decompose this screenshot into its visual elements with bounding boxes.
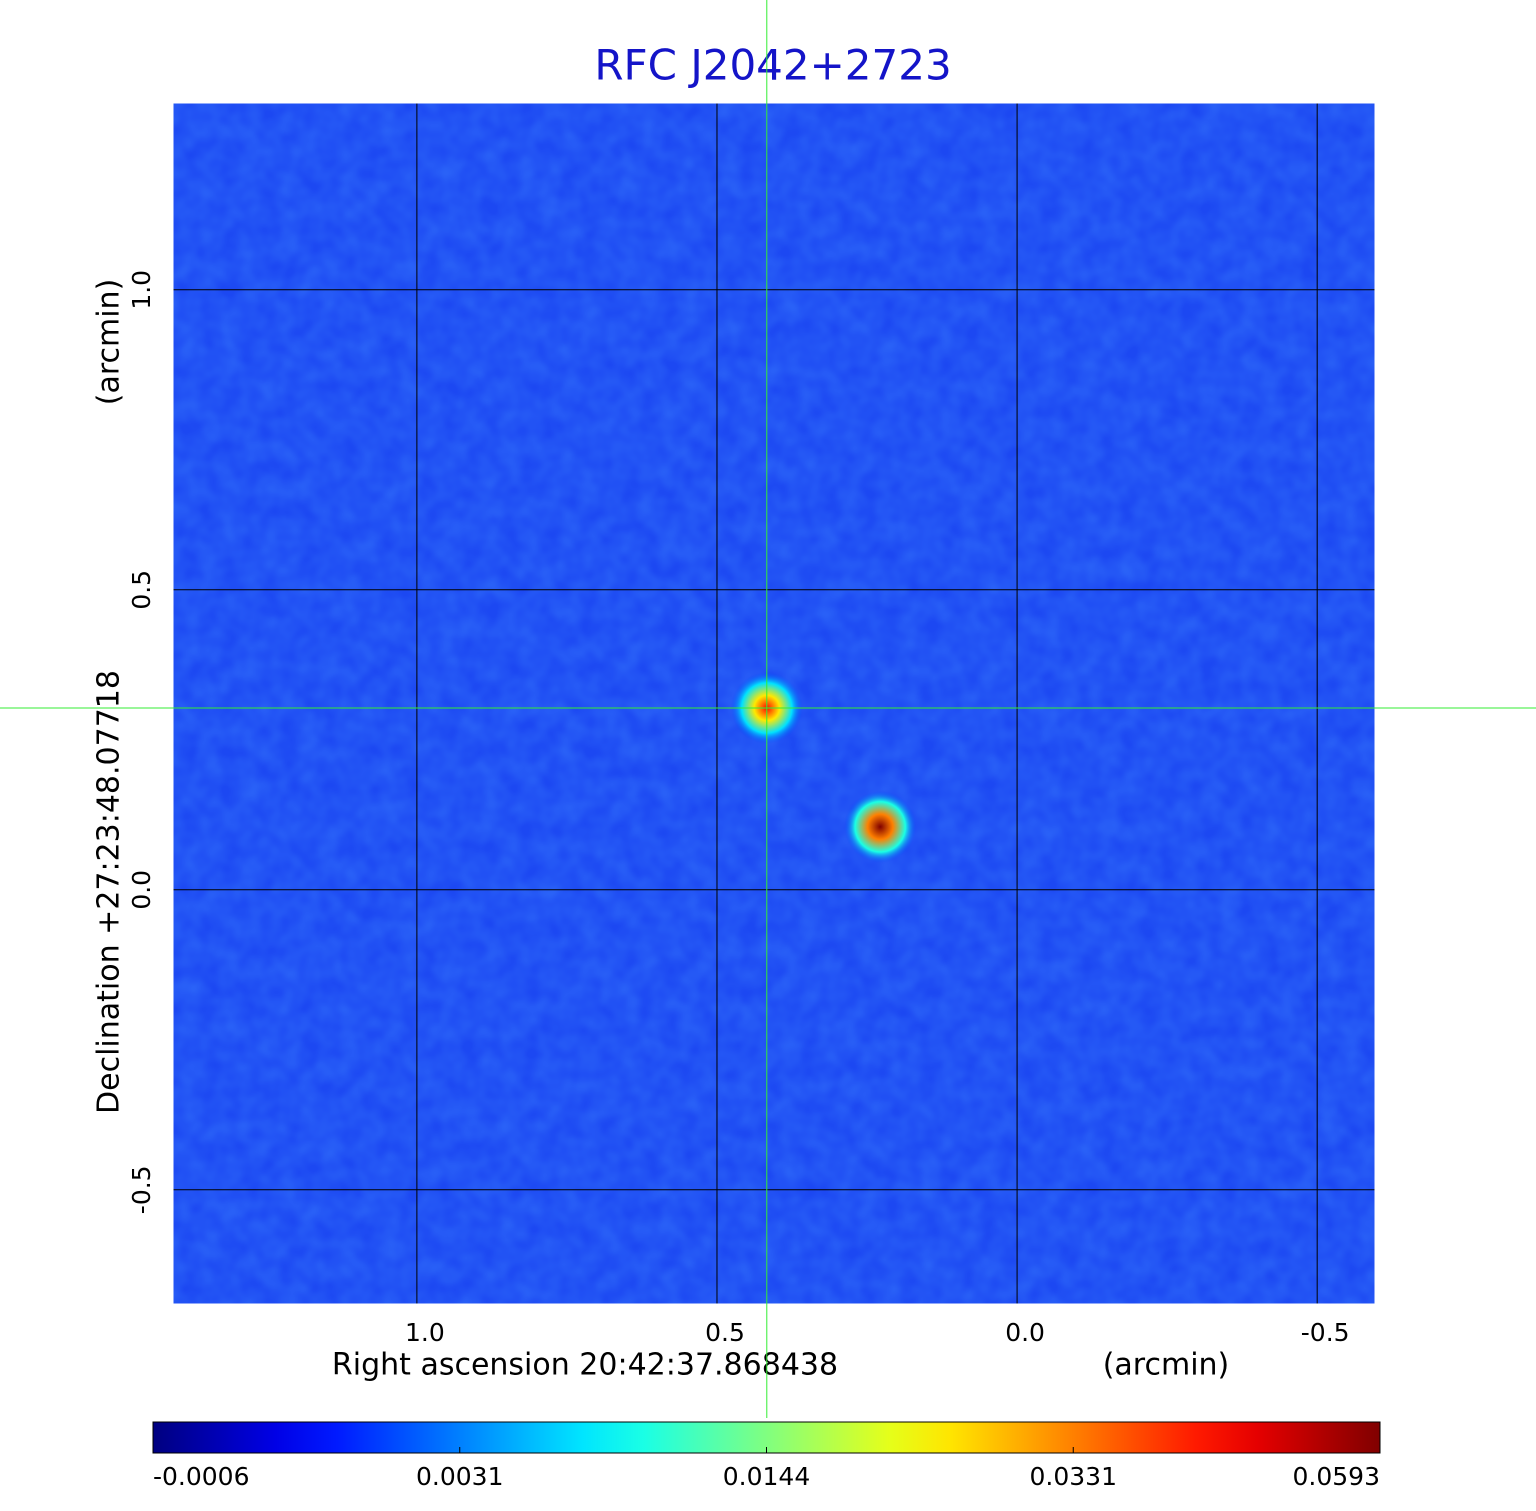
plot-frame bbox=[170, 100, 1378, 1307]
colorbar-tick-label: 0.0031 bbox=[416, 1462, 503, 1491]
y-tick-label: -0.5 bbox=[127, 1165, 156, 1214]
colorbar-tick-label: -0.0006 bbox=[153, 1462, 250, 1491]
source bbox=[844, 790, 917, 863]
x-axis-label: Right ascension 20:42:37.868438 bbox=[332, 1348, 838, 1383]
y-tick-label: 0.0 bbox=[127, 870, 156, 910]
colorbar-tick-label: 0.0593 bbox=[1293, 1462, 1380, 1491]
y-axis-unit: (arcmin) bbox=[92, 279, 127, 406]
x-tick-label: 0.0 bbox=[1005, 1318, 1045, 1347]
colorbar-tick-label: 0.0331 bbox=[1030, 1462, 1117, 1491]
y-axis-label: Declination +27:23:48.07718 bbox=[92, 670, 127, 1114]
colorbar-tick-label: 0.0144 bbox=[723, 1462, 810, 1491]
x-tick-label: 1.0 bbox=[405, 1318, 445, 1347]
x-axis-unit: (arcmin) bbox=[1103, 1348, 1230, 1383]
chart-title: RFC J2042+2723 bbox=[594, 41, 951, 90]
x-tick-label: 0.5 bbox=[705, 1318, 745, 1347]
x-tick-label: -0.5 bbox=[1301, 1318, 1350, 1347]
y-tick-label: 1.0 bbox=[127, 270, 156, 310]
y-tick-label: 0.5 bbox=[127, 570, 156, 610]
